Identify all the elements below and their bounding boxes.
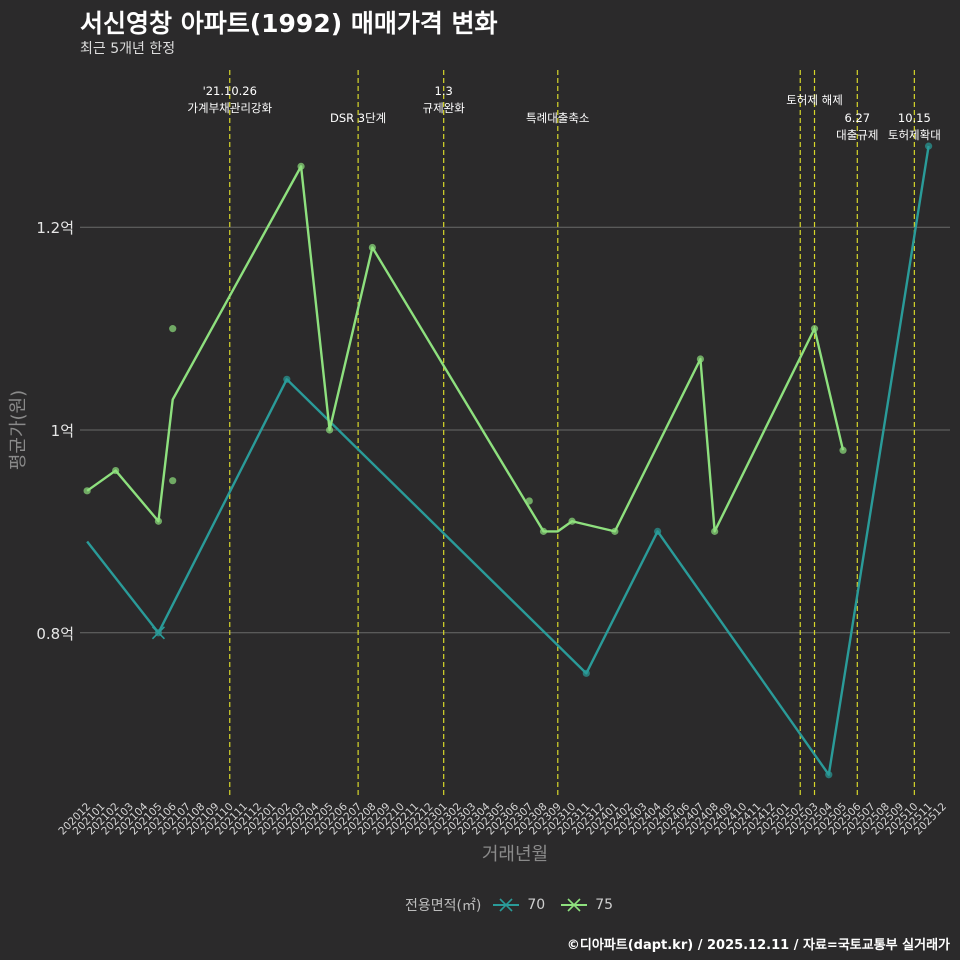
data-point-70-1 [283, 375, 291, 383]
data-point-75-13 [711, 527, 719, 535]
data-point-70-5 [925, 142, 933, 150]
event-label-7-1: 토허제확대 [888, 128, 941, 142]
data-point-70-3 [654, 527, 662, 535]
event-label-2-0: 1.3 [435, 84, 453, 98]
event-label-6-0: 6.27 [844, 111, 870, 125]
y-tick-label-1: 1억 [51, 422, 74, 440]
data-point-75-6 [325, 426, 334, 434]
data-point-75-1 [112, 466, 120, 475]
data-point-75-15 [839, 446, 847, 454]
data-point-70-2 [582, 669, 590, 677]
event-label-3-0: 특례대출축소 [526, 111, 589, 125]
legend-title: 전용면적(㎡) [404, 898, 482, 914]
legend-label-75: 75 [595, 897, 614, 913]
legend-item-75: 75 [559, 895, 613, 915]
data-point-75-11 [611, 527, 619, 535]
legend-key-75 [561, 898, 588, 912]
data-point-75-7 [368, 243, 376, 252]
data-point-75-5 [297, 162, 305, 170]
legend-key-70 [493, 898, 520, 912]
legend-label-70: 70 [527, 897, 546, 913]
event-label-1-0: DSR 3단계 [330, 111, 386, 125]
data-point-75-3 [169, 325, 177, 333]
data-point-70-cross-b [151, 626, 166, 640]
chart-title: 서신영창 아파트(1992) 매매가격 변화 [80, 9, 498, 38]
y-axis-title: 평균가(원) [8, 390, 29, 470]
event-label-2-1: 규제완화 [423, 101, 466, 115]
event-label-7-0: 10.15 [898, 111, 931, 125]
event-label-0-1: 가계부채관리강화 [187, 101, 272, 115]
chart-subtitle: 최근 5개년 한정 [80, 41, 176, 57]
chart-caption: ©디아파트(dapt.kr) / 2025.12.11 / 자료=국토교통부 실… [566, 938, 950, 953]
data-point-75-8 [525, 497, 533, 505]
data-point-75-2 [154, 517, 163, 525]
data-point-75-14 [810, 325, 819, 333]
legend: 전용면적(㎡) 70 75 [0, 895, 960, 915]
series-line-75 [86, 165, 845, 533]
data-point-75-10 [568, 517, 576, 525]
data-point-70-4 [825, 771, 833, 779]
data-point-75-4 [169, 477, 177, 485]
y-tick-label-0: 0.8억 [36, 625, 74, 643]
series-line-70 [86, 145, 930, 776]
event-label-5-0: 토허제 해제 [786, 93, 843, 107]
data-point-75-0 [83, 487, 91, 495]
legend-item-70: 70 [491, 895, 545, 915]
y-tick-label-2: 1.2억 [36, 219, 74, 237]
x-axis-title: 거래년월 [482, 844, 548, 865]
event-label-0-0: '21.10.26 [203, 84, 257, 98]
data-point-75-9 [539, 527, 548, 535]
event-label-6-1: 대출규제 [836, 128, 878, 142]
data-point-75-12 [696, 355, 705, 363]
